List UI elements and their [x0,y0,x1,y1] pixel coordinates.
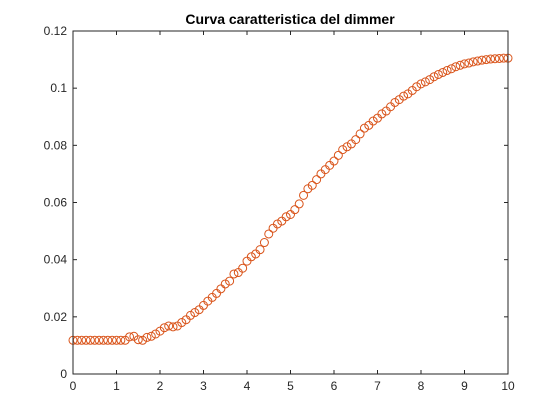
data-point [229,269,239,279]
x-tick-label: 6 [331,379,338,393]
data-point [481,55,491,65]
x-tick-label: 5 [287,379,294,393]
data-point [420,77,430,87]
x-tick-label: 2 [157,379,164,393]
data-point [486,54,496,64]
data-point [133,335,143,345]
data-point [159,323,169,333]
data-point [77,335,87,345]
data-point [399,91,409,101]
data-point [290,205,300,215]
x-tick-label: 4 [244,379,251,393]
chart-title: Curva caratteristica del dimmer [185,11,395,27]
y-tick-label: 0.1 [50,81,67,95]
axes-box [72,30,509,375]
data-point [164,321,174,331]
data-point [85,335,95,345]
data-point [416,79,426,89]
x-tick-label: 9 [461,379,468,393]
data-point [259,238,269,248]
data-markers [68,53,513,345]
data-point [107,335,117,345]
data-point [294,199,304,209]
data-point [473,56,483,66]
data-point [468,57,478,67]
data-point [429,72,439,82]
data-point [146,331,156,341]
data-point [98,335,108,345]
data-point [312,175,322,185]
y-tick-label: 0.06 [44,196,68,210]
data-point [238,263,248,273]
data-point [225,276,235,286]
x-tick-label: 7 [374,379,381,393]
x-axis-ticks [72,31,509,374]
data-point [455,60,465,70]
data-point [460,59,469,69]
data-point [477,55,487,65]
data-point [281,212,291,222]
data-point [81,335,91,345]
data-point [464,58,474,68]
x-tick-label: 10 [501,379,515,393]
data-point [116,335,126,345]
data-point [494,53,504,63]
y-tick-label: 0.04 [44,253,68,267]
data-point [442,65,452,75]
data-point [446,64,456,74]
data-point [355,129,365,139]
data-point [451,62,461,72]
data-point [142,332,152,342]
y-tick-label: 0 [60,367,67,381]
data-point [490,54,500,64]
y-axis-tick-labels: 0 0.02 0.04 0.06 0.08 0.1 0.12 [44,24,68,381]
y-tick-label: 0.02 [44,310,68,324]
x-tick-label: 0 [70,379,77,393]
x-tick-label: 1 [113,379,120,393]
data-point [94,335,104,345]
data-point [255,245,265,255]
data-point [433,69,443,79]
x-tick-label: 3 [200,379,207,393]
data-point [168,322,178,332]
data-point [264,229,274,239]
data-point [125,332,135,342]
data-point [333,150,343,160]
x-axis-tick-labels: 0 1 2 3 4 5 6 7 8 9 10 [70,379,515,393]
data-point [103,335,113,345]
data-point [90,335,100,345]
data-point [351,135,361,145]
data-point [307,180,317,190]
data-point [438,67,448,77]
data-point [329,156,339,166]
y-tick-label: 0.08 [44,138,68,152]
y-tick-label: 0.12 [44,24,68,38]
axes-background [73,31,508,374]
x-tick-label: 8 [418,379,425,393]
data-point [112,335,121,345]
data-point [299,190,309,200]
